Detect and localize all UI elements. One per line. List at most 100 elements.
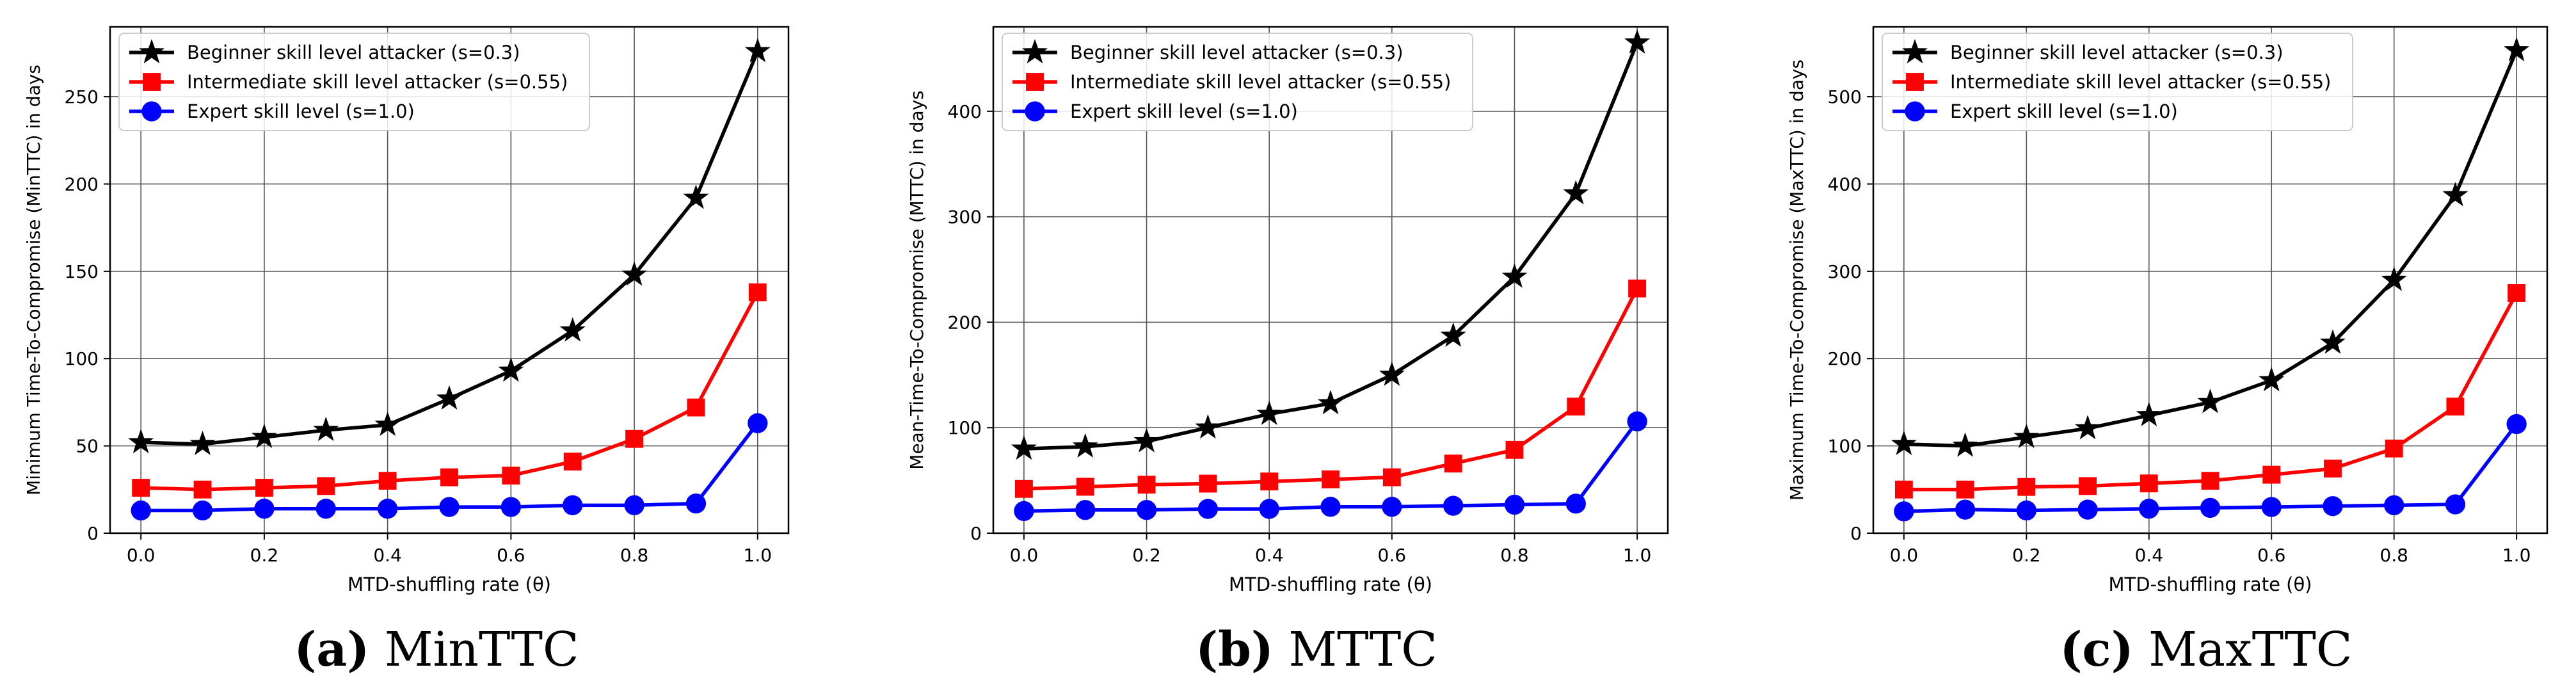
- data-point: [687, 398, 705, 417]
- legend-label: Expert skill level (s=1.0): [1950, 100, 2178, 122]
- chart-panel-1: 0.0 0.2 0.4 0.6 0.8 1.0 0 50 100 150 200 250 Beginne…: [23, 26, 790, 677]
- data-point: [1952, 432, 1978, 457]
- data-point: [254, 499, 275, 519]
- x-tick-label: 1.0: [744, 545, 772, 566]
- x-tick-label: 0.0: [1010, 545, 1039, 566]
- data-point: [1565, 493, 1586, 514]
- legend-label: Intermediate skill level attacker (s=0.5…: [187, 71, 568, 93]
- caption-text: MaxTTC: [2134, 622, 2353, 677]
- data-point: [1072, 433, 1098, 458]
- legend-marker: [1026, 73, 1044, 91]
- ticks: 0.0 0.2 0.4 0.6 0.8 1.0 0 100 200 300 400: [948, 101, 1652, 566]
- data-point: [744, 38, 771, 63]
- data-point: [2442, 182, 2468, 207]
- data-point: [2077, 499, 2098, 520]
- legend: Beginner skill level attacker (s=0.3) Int…: [1002, 33, 1473, 131]
- x-tick-label: 0.6: [497, 545, 525, 566]
- y-tick-label: 250: [65, 86, 99, 108]
- y-tick-label: 500: [1828, 86, 1862, 108]
- x-tick-label: 0.6: [1378, 545, 1407, 566]
- caption-letter: (a): [294, 622, 369, 677]
- y-tick-label: 200: [948, 312, 982, 333]
- data-point: [192, 500, 213, 521]
- data-point: [563, 495, 583, 515]
- data-point: [2200, 497, 2221, 518]
- data-point: [2262, 465, 2281, 484]
- y-tick-label: 0: [970, 523, 982, 544]
- data-point: [1011, 435, 1037, 460]
- x-tick-label: 1.0: [2502, 545, 2531, 566]
- x-axis-label: MTD-shuffling rate (θ): [348, 574, 551, 595]
- data-point: [1014, 501, 1034, 522]
- x-tick-label: 0.2: [2012, 545, 2041, 566]
- series-star: [1011, 29, 1651, 460]
- y-axis-label: Maximum Time-To-Compromise (MaxTTC) in d…: [1786, 60, 1807, 501]
- y-tick-label: 100: [948, 417, 982, 438]
- data-point: [1137, 476, 1156, 494]
- data-point: [1014, 479, 1033, 498]
- legend-marker: [1021, 38, 1048, 64]
- data-point: [621, 261, 648, 286]
- data-point: [1563, 180, 1589, 205]
- data-point: [2136, 401, 2162, 426]
- data-point: [1382, 497, 1402, 517]
- legend: Beginner skill level attacker (s=0.3) Int…: [1882, 33, 2353, 131]
- data-point: [1322, 470, 1340, 488]
- data-point: [563, 453, 582, 471]
- series-square: [1894, 284, 2526, 499]
- data-point: [2504, 36, 2530, 61]
- data-point: [255, 479, 273, 497]
- x-tick-label: 0.2: [1132, 545, 1161, 566]
- data-point: [1133, 428, 1160, 453]
- y-tick-label: 200: [65, 173, 99, 195]
- axes-frame: [109, 26, 790, 534]
- data-point: [559, 317, 586, 342]
- y-tick-label: 400: [948, 101, 982, 122]
- y-tick-label: 100: [1828, 436, 1862, 457]
- legend-label: Expert skill level (s=1.0): [1070, 100, 1298, 122]
- y-axis-label: Mean-Time-To-Compromise (MTTC) in days: [906, 90, 927, 470]
- data-point: [2384, 495, 2404, 515]
- data-point: [683, 184, 709, 209]
- axes-frame: [1872, 26, 2548, 534]
- legend-label: Beginner skill level attacker (s=0.3): [187, 42, 520, 63]
- x-tick-label: 0.4: [1255, 545, 1284, 566]
- chart-panel-2: 0.0 0.2 0.4 0.6 0.8 1.0 0 100 200 300 400 Beginner …: [906, 26, 1669, 677]
- data-point: [2445, 494, 2466, 515]
- data-point: [1197, 499, 1219, 519]
- data-point: [1894, 501, 1914, 522]
- data-point: [2261, 497, 2282, 517]
- data-point: [193, 480, 212, 499]
- data-point: [2323, 496, 2343, 517]
- data-point: [436, 385, 463, 410]
- data-point: [2508, 284, 2526, 302]
- legend-label: Beginner skill level attacker (s=0.3): [1950, 42, 2284, 63]
- data-point: [374, 411, 401, 436]
- data-point: [498, 357, 524, 382]
- data-point: [1075, 500, 1096, 520]
- data-point: [1624, 29, 1651, 54]
- data-point: [251, 423, 277, 449]
- data-point: [624, 495, 644, 515]
- data-point: [1440, 322, 1466, 347]
- data-point: [748, 413, 768, 433]
- data-point: [2506, 413, 2527, 435]
- data-point: [1627, 411, 1647, 431]
- caption-letter: (b): [1196, 622, 1274, 677]
- y-tick-label: 50: [76, 436, 99, 457]
- data-point: [625, 429, 644, 448]
- subfigure-caption: (a) MinTTC: [294, 622, 579, 677]
- data-point: [1628, 279, 1647, 298]
- y-tick-label: 0: [1850, 523, 1862, 544]
- data-point: [1443, 495, 1464, 516]
- data-point: [1501, 263, 1528, 288]
- data-point: [1379, 361, 1405, 386]
- data-point: [2075, 415, 2101, 440]
- x-tick-label: 0.0: [127, 545, 156, 566]
- legend-box: [1882, 33, 2353, 131]
- data-point: [685, 493, 707, 514]
- data-point: [378, 472, 397, 490]
- data-point: [189, 430, 216, 455]
- data-point: [2140, 474, 2158, 493]
